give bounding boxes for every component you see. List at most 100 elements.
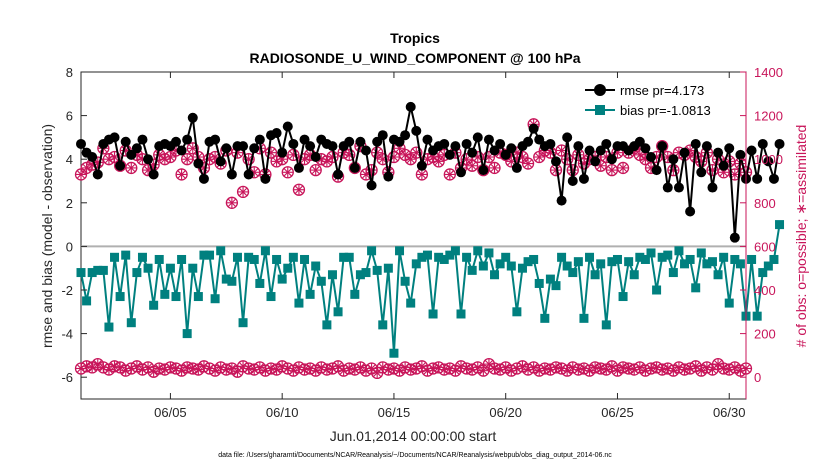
obs-possible-point	[667, 163, 680, 177]
legend-rmse-marker	[594, 84, 606, 96]
asterisk-stroke	[602, 365, 611, 374]
rmse-point	[327, 141, 338, 152]
obs-assimilated-point	[115, 362, 126, 373]
asterisk-stroke	[647, 163, 655, 172]
rmse-point	[634, 136, 645, 147]
asterisk-stroke	[395, 366, 404, 375]
rmse-point	[774, 138, 785, 149]
asterisk-stroke	[227, 364, 236, 373]
bias-point	[674, 246, 684, 256]
obs-assimilated-point	[690, 361, 701, 372]
asterisk-stroke	[602, 153, 611, 161]
rmse-point	[405, 101, 416, 112]
obs-assimilated-point	[606, 165, 617, 176]
rmse-point	[662, 182, 673, 193]
asterisk-stroke	[730, 170, 739, 179]
bias-point	[685, 254, 695, 264]
bias-point	[490, 270, 500, 280]
x-tick-label: 06/10	[266, 405, 299, 420]
obs-assimilated-point	[584, 365, 595, 376]
bias-point	[344, 252, 354, 262]
bias-point	[76, 268, 86, 278]
obs-possible-point	[488, 161, 501, 175]
obs-assimilated-point	[416, 361, 427, 372]
y2-tick-label: 400	[754, 283, 776, 298]
bias-point	[529, 254, 539, 264]
y-tick-label: 4	[66, 152, 73, 167]
chart-title: Tropics	[390, 30, 440, 46]
asterisk-stroke	[512, 148, 521, 157]
rmse-point	[534, 134, 545, 145]
asterisk-stroke	[585, 366, 594, 375]
obs-assimilated-point	[176, 365, 187, 376]
bias-point	[372, 265, 382, 275]
obs-possible-point	[466, 159, 479, 172]
asterisk-stroke	[468, 161, 477, 170]
bias-point	[573, 257, 583, 267]
legend-bias-marker	[595, 105, 605, 115]
bias-point	[668, 268, 678, 278]
asterisk-stroke	[652, 363, 661, 372]
obs-possible-point	[281, 166, 294, 179]
asterisk-stroke	[322, 365, 331, 374]
bias-point	[266, 292, 276, 302]
asterisk-stroke	[607, 166, 616, 175]
obs-assimilated-point	[310, 165, 321, 176]
bias-point	[121, 250, 131, 260]
bias-point	[646, 248, 656, 258]
obs-assimilated-point	[226, 363, 237, 374]
asterisk-stroke	[434, 157, 443, 166]
legend-rmse-label: rmse pr=4.173	[620, 83, 704, 98]
asterisk-stroke	[524, 159, 532, 168]
asterisk-stroke	[429, 364, 437, 373]
rmse-point	[472, 132, 483, 143]
bias-point	[724, 298, 734, 308]
obs-assimilated-point	[405, 154, 416, 165]
obs-assimilated-point	[148, 366, 159, 377]
bias-point	[188, 263, 198, 273]
asterisk-stroke	[473, 363, 482, 372]
bias-point	[316, 276, 326, 286]
bias-point	[657, 252, 667, 262]
asterisk-stroke	[384, 365, 393, 374]
obs-assimilated-point	[103, 364, 114, 375]
asterisk-stroke	[116, 363, 125, 372]
obs-assimilated-point	[517, 361, 528, 372]
series-line-rmse	[80, 106, 781, 238]
obs-assimilated-point	[87, 362, 98, 373]
obs-assimilated-point	[321, 156, 332, 167]
rmse-point	[556, 195, 567, 206]
bias-point	[456, 309, 466, 319]
obs-assimilated-point	[478, 365, 489, 376]
bias-point	[640, 254, 650, 264]
bias-point	[395, 246, 405, 256]
obs-assimilated-point	[165, 152, 176, 163]
rmse-point	[176, 145, 187, 156]
rmse-point	[601, 138, 612, 149]
bias-point	[367, 246, 377, 256]
asterisk-stroke	[730, 363, 739, 372]
asterisk-stroke	[255, 363, 264, 372]
rmse-point	[198, 173, 209, 184]
y2-tick-label: 600	[754, 239, 776, 254]
obs-possible-point	[521, 157, 535, 170]
rmse-point	[578, 173, 589, 184]
rmse-point	[344, 136, 355, 147]
rmse-point	[506, 143, 517, 154]
bias-point	[149, 300, 159, 310]
asterisk-stroke	[300, 155, 309, 164]
obs-possible-point	[410, 146, 423, 159]
bias-point	[713, 270, 723, 280]
obs-assimilated-point	[154, 363, 165, 374]
y-tick-label: -6	[61, 370, 73, 385]
obs-possible-point	[292, 183, 306, 196]
x-tick-label: 06/20	[489, 405, 522, 420]
obs-assimilated-point	[489, 363, 500, 374]
rmse-point	[685, 206, 696, 217]
asterisk-stroke	[490, 163, 499, 172]
rmse-point	[562, 132, 573, 143]
bias-point	[612, 254, 622, 264]
obs-possible-point	[242, 153, 255, 166]
asterisk-stroke	[434, 363, 443, 372]
rmse-point	[411, 125, 422, 136]
